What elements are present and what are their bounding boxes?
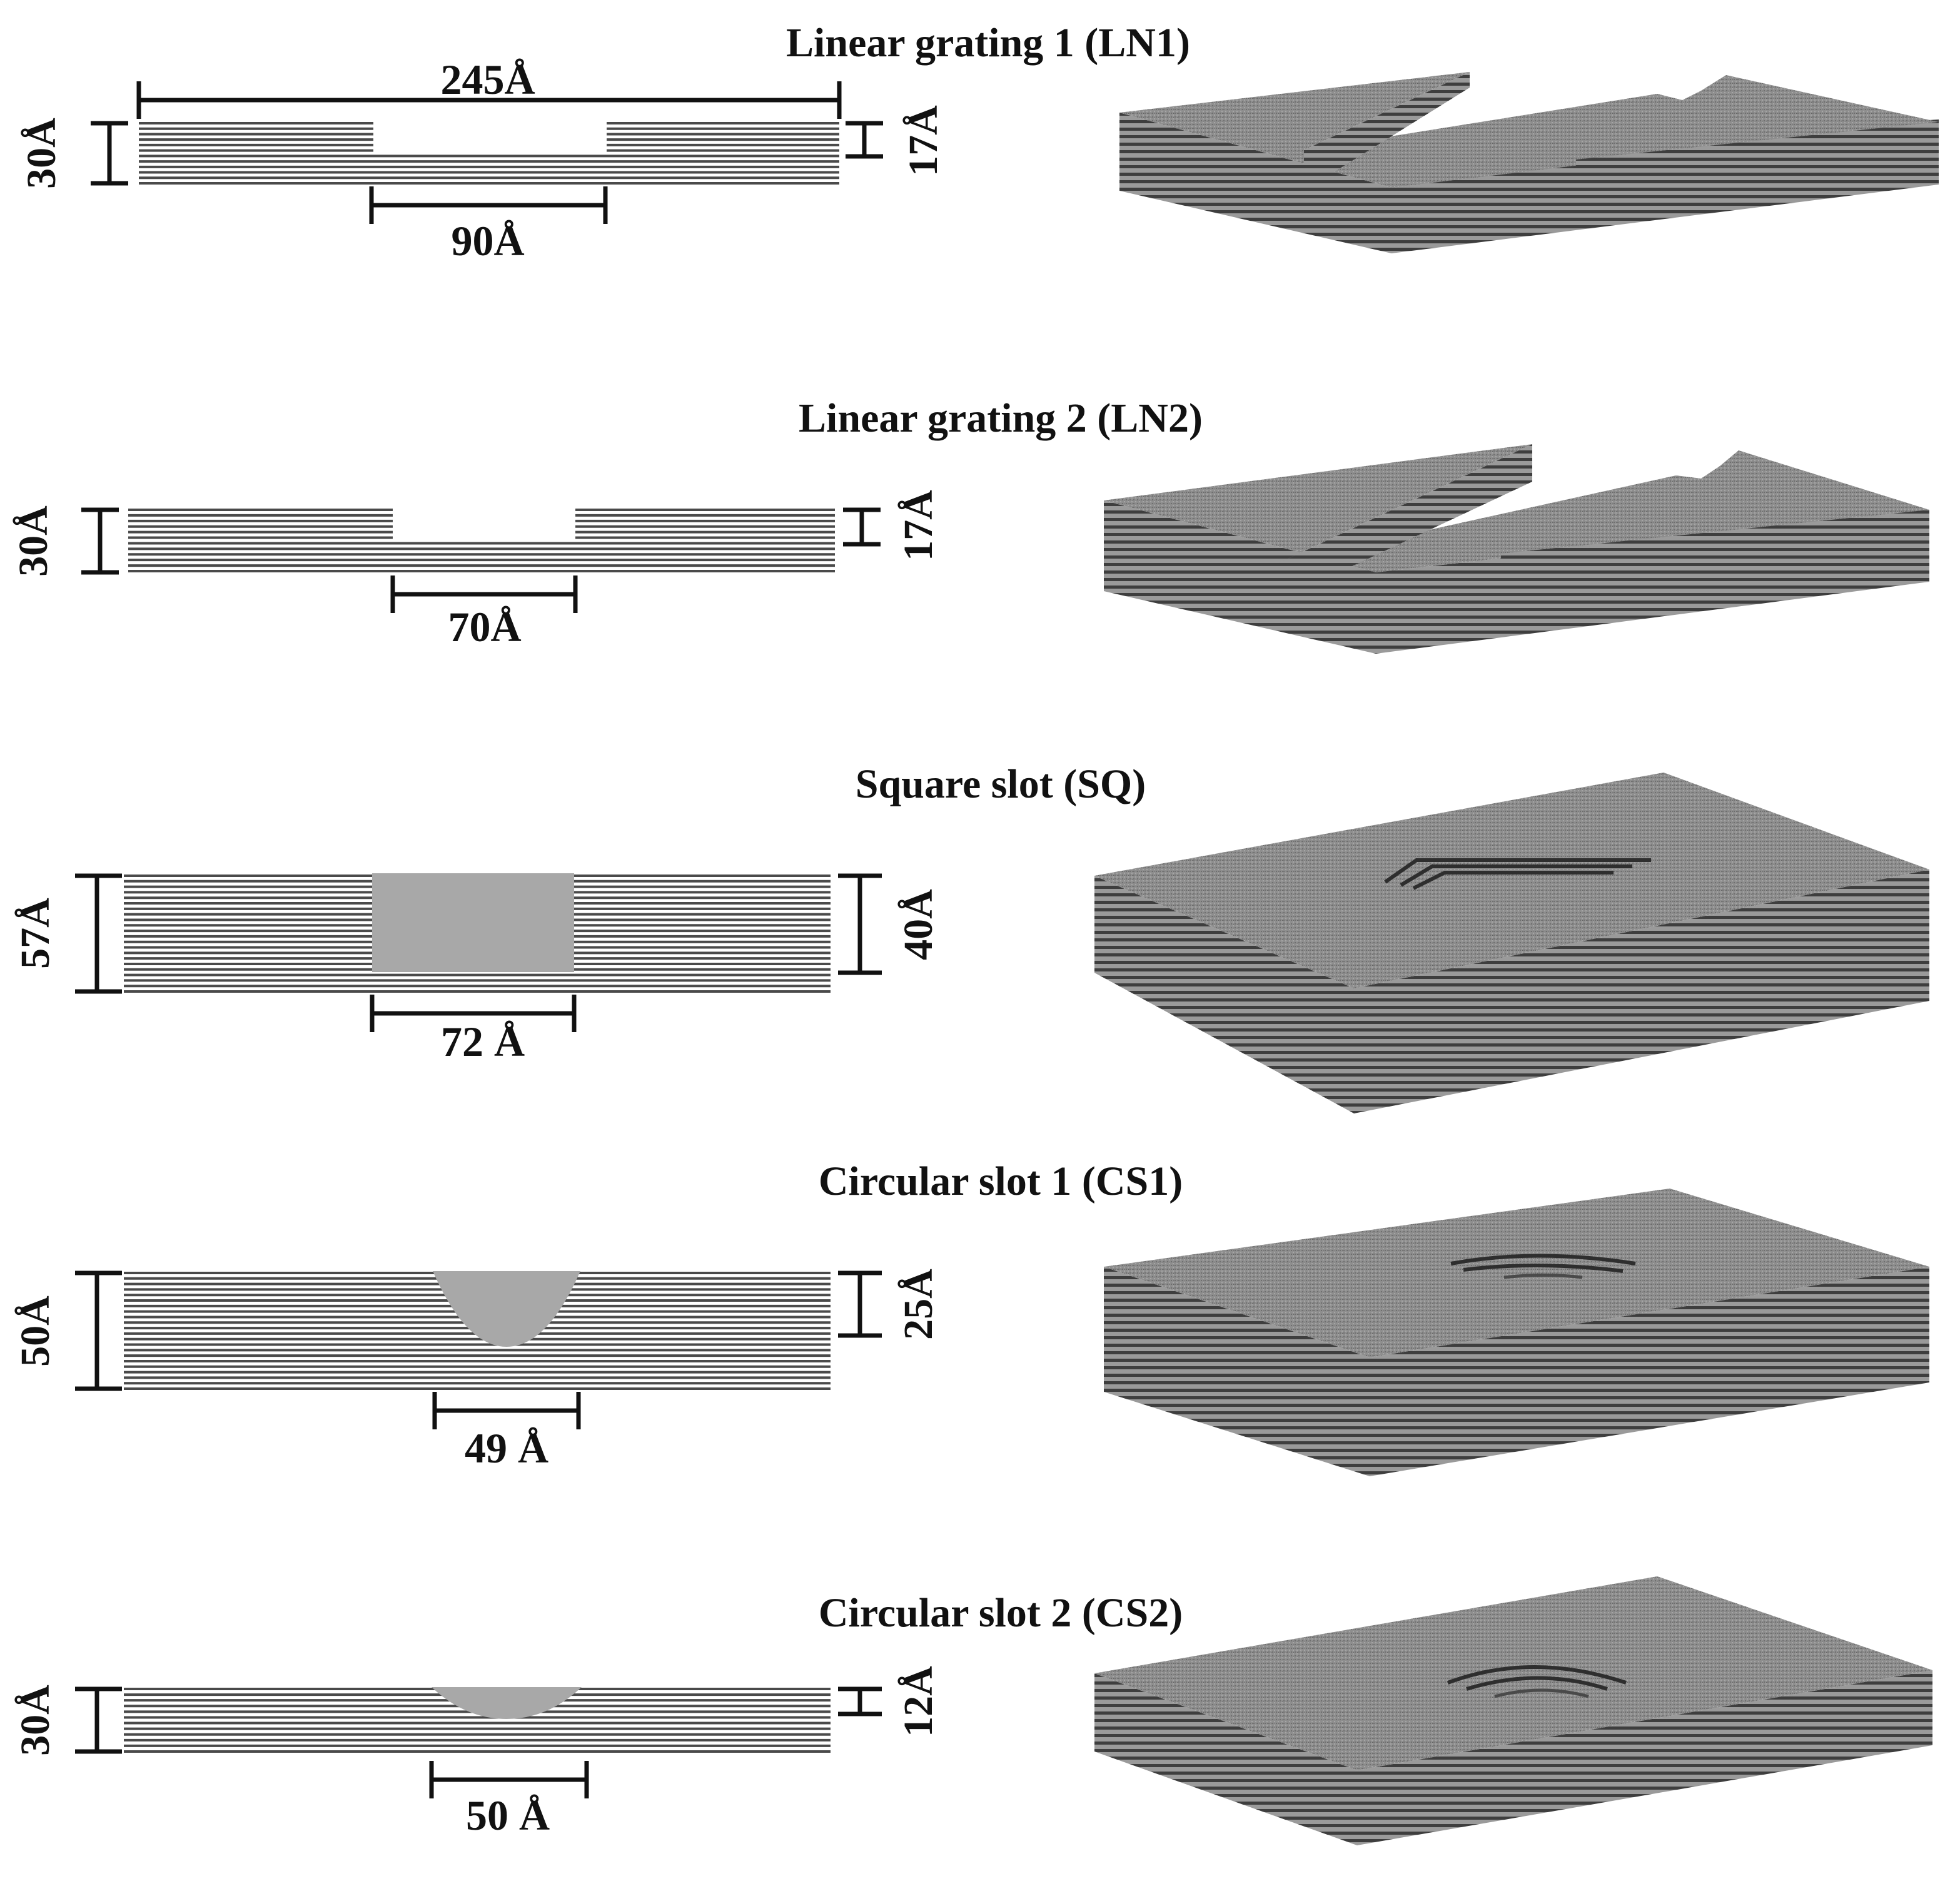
layer-stack xyxy=(139,122,839,185)
cs1-3d-model xyxy=(1104,1189,1929,1476)
panel-title-cs2: Circular slot 2 (CS2) xyxy=(819,1590,1183,1636)
panel-title-sq: Square slot (SQ) xyxy=(856,761,1146,807)
total-depth-dimension xyxy=(91,121,128,186)
groove-wall xyxy=(1304,72,1470,191)
ln1-3d-model xyxy=(1119,72,1939,253)
circular-slot-mark xyxy=(1450,1254,1636,1279)
layer-stack xyxy=(124,1271,831,1390)
raised-step-edge xyxy=(1576,122,1939,216)
sq-cross-section: 57Å 40Å 72 Å xyxy=(13,873,941,1065)
groove-width-dimension xyxy=(432,1392,581,1429)
groove-width-dimension xyxy=(429,1761,589,1798)
total-depth-dimension xyxy=(75,1686,122,1754)
total-depth-dimension xyxy=(81,507,119,575)
square-slot xyxy=(372,873,574,972)
groove-depth-label: 40Å xyxy=(896,889,941,960)
slab-front-edge xyxy=(1104,1267,1929,1476)
slab-top-surface xyxy=(1094,1576,1932,1770)
groove-depth-label: 12Å xyxy=(896,1666,941,1737)
circular-slot xyxy=(433,1271,580,1347)
raised-step-edge xyxy=(1501,510,1929,616)
groove-depth-dimension xyxy=(846,121,883,159)
total-depth-label: 50Å xyxy=(13,1295,58,1367)
total-depth-dimension xyxy=(75,873,122,994)
groove-width-dimension xyxy=(390,575,578,613)
panel-title-cs1: Circular slot 1 (CS1) xyxy=(819,1159,1183,1204)
total-length-label: 245Å xyxy=(440,56,535,103)
panel-title-ln1: Linear grating 1 (LN1) xyxy=(786,20,1190,66)
total-depth-dimension xyxy=(75,1270,122,1391)
panel-title-ln2: Linear grating 2 (LN2) xyxy=(799,395,1203,441)
groove-width-dimension xyxy=(369,186,608,224)
cs2-cross-section: 30Å 12Å 50 Å xyxy=(13,1666,941,1839)
layer-stack xyxy=(124,1687,831,1753)
ln1-cross-section: 245Å 30Å 17Å 90Å xyxy=(19,56,946,265)
groove-width-label: 70Å xyxy=(448,603,521,651)
total-depth-label: 30Å xyxy=(13,1685,58,1756)
cs2-3d-model xyxy=(1094,1576,1932,1845)
slab-top-surface xyxy=(1104,444,1929,572)
groove-depth-label: 25Å xyxy=(896,1269,941,1340)
sq-3d-model xyxy=(1094,773,1929,1113)
groove-depth-dimension xyxy=(843,507,881,547)
groove-depth-dimension xyxy=(838,1686,882,1716)
groove-width-dimension xyxy=(370,995,577,1032)
layer-stack xyxy=(124,873,831,993)
circular-slot-mark xyxy=(1447,1665,1627,1698)
cs1-cross-section: 50Å 25Å 49 Å xyxy=(13,1269,941,1472)
groove-width-label: 50 Å xyxy=(466,1792,550,1839)
slab-front-edge xyxy=(1094,870,1929,1113)
square-slot-mark xyxy=(1384,858,1651,890)
ln2-cross-section: 30Å 17Å 70Å xyxy=(11,490,941,651)
groove-depth-label: 17Å xyxy=(896,490,941,561)
slab-top-surface xyxy=(1104,1189,1929,1357)
groove-width-label: 90Å xyxy=(451,217,524,265)
slab-front-edge xyxy=(1094,1670,1932,1845)
groove-width-label: 49 Å xyxy=(465,1424,548,1472)
total-depth-label: 30Å xyxy=(19,118,64,189)
slab-top-surface xyxy=(1094,773,1929,988)
total-depth-label: 57Å xyxy=(13,898,58,969)
groove-width-label: 72 Å xyxy=(441,1018,525,1065)
groove-depth-dimension xyxy=(838,873,882,975)
groove-depth-dimension xyxy=(838,1270,882,1338)
ln2-3d-model xyxy=(1104,444,1929,654)
circular-slot xyxy=(432,1687,582,1719)
total-length-dimension xyxy=(136,81,842,119)
groove-wall xyxy=(1279,444,1532,601)
total-depth-label: 30Å xyxy=(11,505,56,577)
groove-depth-label: 17Å xyxy=(901,105,946,176)
layer-stack xyxy=(128,509,835,572)
